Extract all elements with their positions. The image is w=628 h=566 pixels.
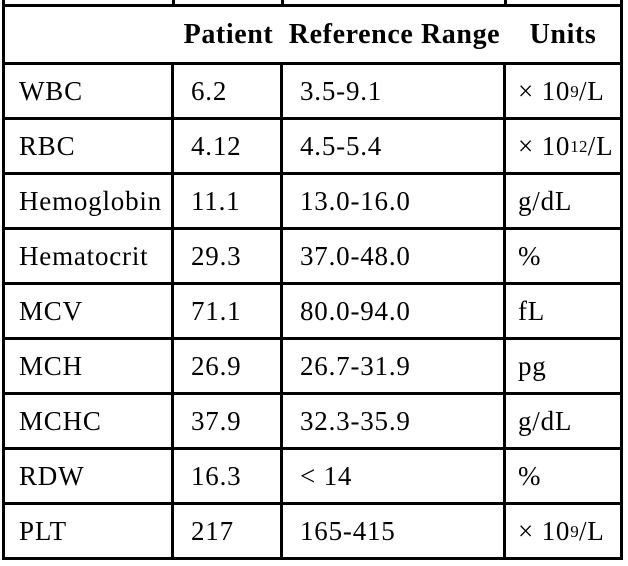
table-row-mchc: MCHC 37.9 32.3-35.9 g/dL xyxy=(5,395,620,450)
test-name-cell: WBC xyxy=(5,65,174,117)
table-row-mcv: MCV 71.1 80.0-94.0 fL xyxy=(5,285,620,340)
units-cell: fL xyxy=(506,285,620,337)
reference-range-cell: < 14 xyxy=(283,450,506,502)
patient-value-cell: 11.1 xyxy=(174,175,283,227)
reference-range-cell: 3.5-9.1 xyxy=(283,65,506,117)
cbc-results-table: Patient Reference Range Units WBC 6.2 3.… xyxy=(2,4,623,560)
test-name-cell: MCV xyxy=(5,285,174,337)
table-row-plt: PLT 217 165-415 × 10 9/L xyxy=(5,505,620,557)
unit-rest: /L xyxy=(579,515,605,546)
units-cell: × 10 9/L xyxy=(506,65,620,117)
test-name-cell: MCH xyxy=(5,340,174,392)
table-row-rbc: RBC 4.12 4.5-5.4 × 10 12/L xyxy=(5,120,620,175)
patient-value-cell: 29.3 xyxy=(174,230,283,282)
table-row-mch: MCH 26.9 26.7-31.9 pg xyxy=(5,340,620,395)
test-name-cell: RDW xyxy=(5,450,174,502)
unit-exponent: 9 xyxy=(570,81,579,101)
patient-value-cell: 6.2 xyxy=(174,65,283,117)
units-cell: % xyxy=(506,450,620,502)
unit-exponent: 9 xyxy=(570,521,579,541)
crop-remnant-line xyxy=(281,0,284,5)
patient-value-cell: 71.1 xyxy=(174,285,283,337)
test-name-cell: Hemoglobin xyxy=(5,175,174,227)
patient-value-cell: 217 xyxy=(174,505,283,557)
unit-rest: /L xyxy=(579,75,605,106)
unit-base: × 10 xyxy=(518,130,571,161)
crop-remnant-line xyxy=(2,0,5,5)
table-row-rdw: RDW 16.3 < 14 % xyxy=(5,450,620,505)
units-cell: × 10 12/L xyxy=(506,120,620,172)
units-cell: pg xyxy=(506,340,620,392)
reference-range-cell: 165-415 xyxy=(283,505,506,557)
unit-base: g/dL xyxy=(518,405,573,436)
table-header-row: Patient Reference Range Units xyxy=(5,7,620,65)
unit-base: % xyxy=(518,460,542,491)
unit-base: fL xyxy=(518,295,546,326)
reference-range-cell: 80.0-94.0 xyxy=(283,285,506,337)
reference-range-cell: 26.7-31.9 xyxy=(283,340,506,392)
crop-remnant-line xyxy=(620,0,623,5)
table-row-hematocrit: Hematocrit 29.3 37.0-48.0 % xyxy=(5,230,620,285)
column-header-patient: Patient xyxy=(183,18,274,50)
unit-base: pg xyxy=(518,350,547,381)
reference-range-cell: 4.5-5.4 xyxy=(283,120,506,172)
unit-exponent: 12 xyxy=(570,136,588,156)
test-name-cell: PLT xyxy=(5,505,174,557)
reference-range-cell: 13.0-16.0 xyxy=(283,175,506,227)
unit-base: g/dL xyxy=(518,185,573,216)
units-cell: g/dL xyxy=(506,175,620,227)
patient-value-cell: 26.9 xyxy=(174,340,283,392)
patient-value-cell: 16.3 xyxy=(174,450,283,502)
test-name-cell: MCHC xyxy=(5,395,174,447)
column-header-reference-range: Reference Range xyxy=(288,18,501,50)
table-row-hemoglobin: Hemoglobin 11.1 13.0-16.0 g/dL xyxy=(5,175,620,230)
column-header-units: Units xyxy=(529,18,597,50)
reference-range-cell: 32.3-35.9 xyxy=(283,395,506,447)
test-name-cell: Hematocrit xyxy=(5,230,174,282)
crop-remnant-line xyxy=(172,0,175,5)
units-cell: % xyxy=(506,230,620,282)
patient-value-cell: 37.9 xyxy=(174,395,283,447)
test-name-cell: RBC xyxy=(5,120,174,172)
patient-value-cell: 4.12 xyxy=(174,120,283,172)
unit-base: % xyxy=(518,240,542,271)
unit-base: × 10 xyxy=(518,515,571,546)
unit-rest: /L xyxy=(587,130,614,161)
table-row-wbc: WBC 6.2 3.5-9.1 × 10 9/L xyxy=(5,65,620,120)
unit-base: × 10 xyxy=(518,75,571,106)
units-cell: g/dL xyxy=(506,395,620,447)
units-cell: × 10 9/L xyxy=(506,505,620,557)
crop-remnant-line xyxy=(504,0,507,5)
reference-range-cell: 37.0-48.0 xyxy=(283,230,506,282)
